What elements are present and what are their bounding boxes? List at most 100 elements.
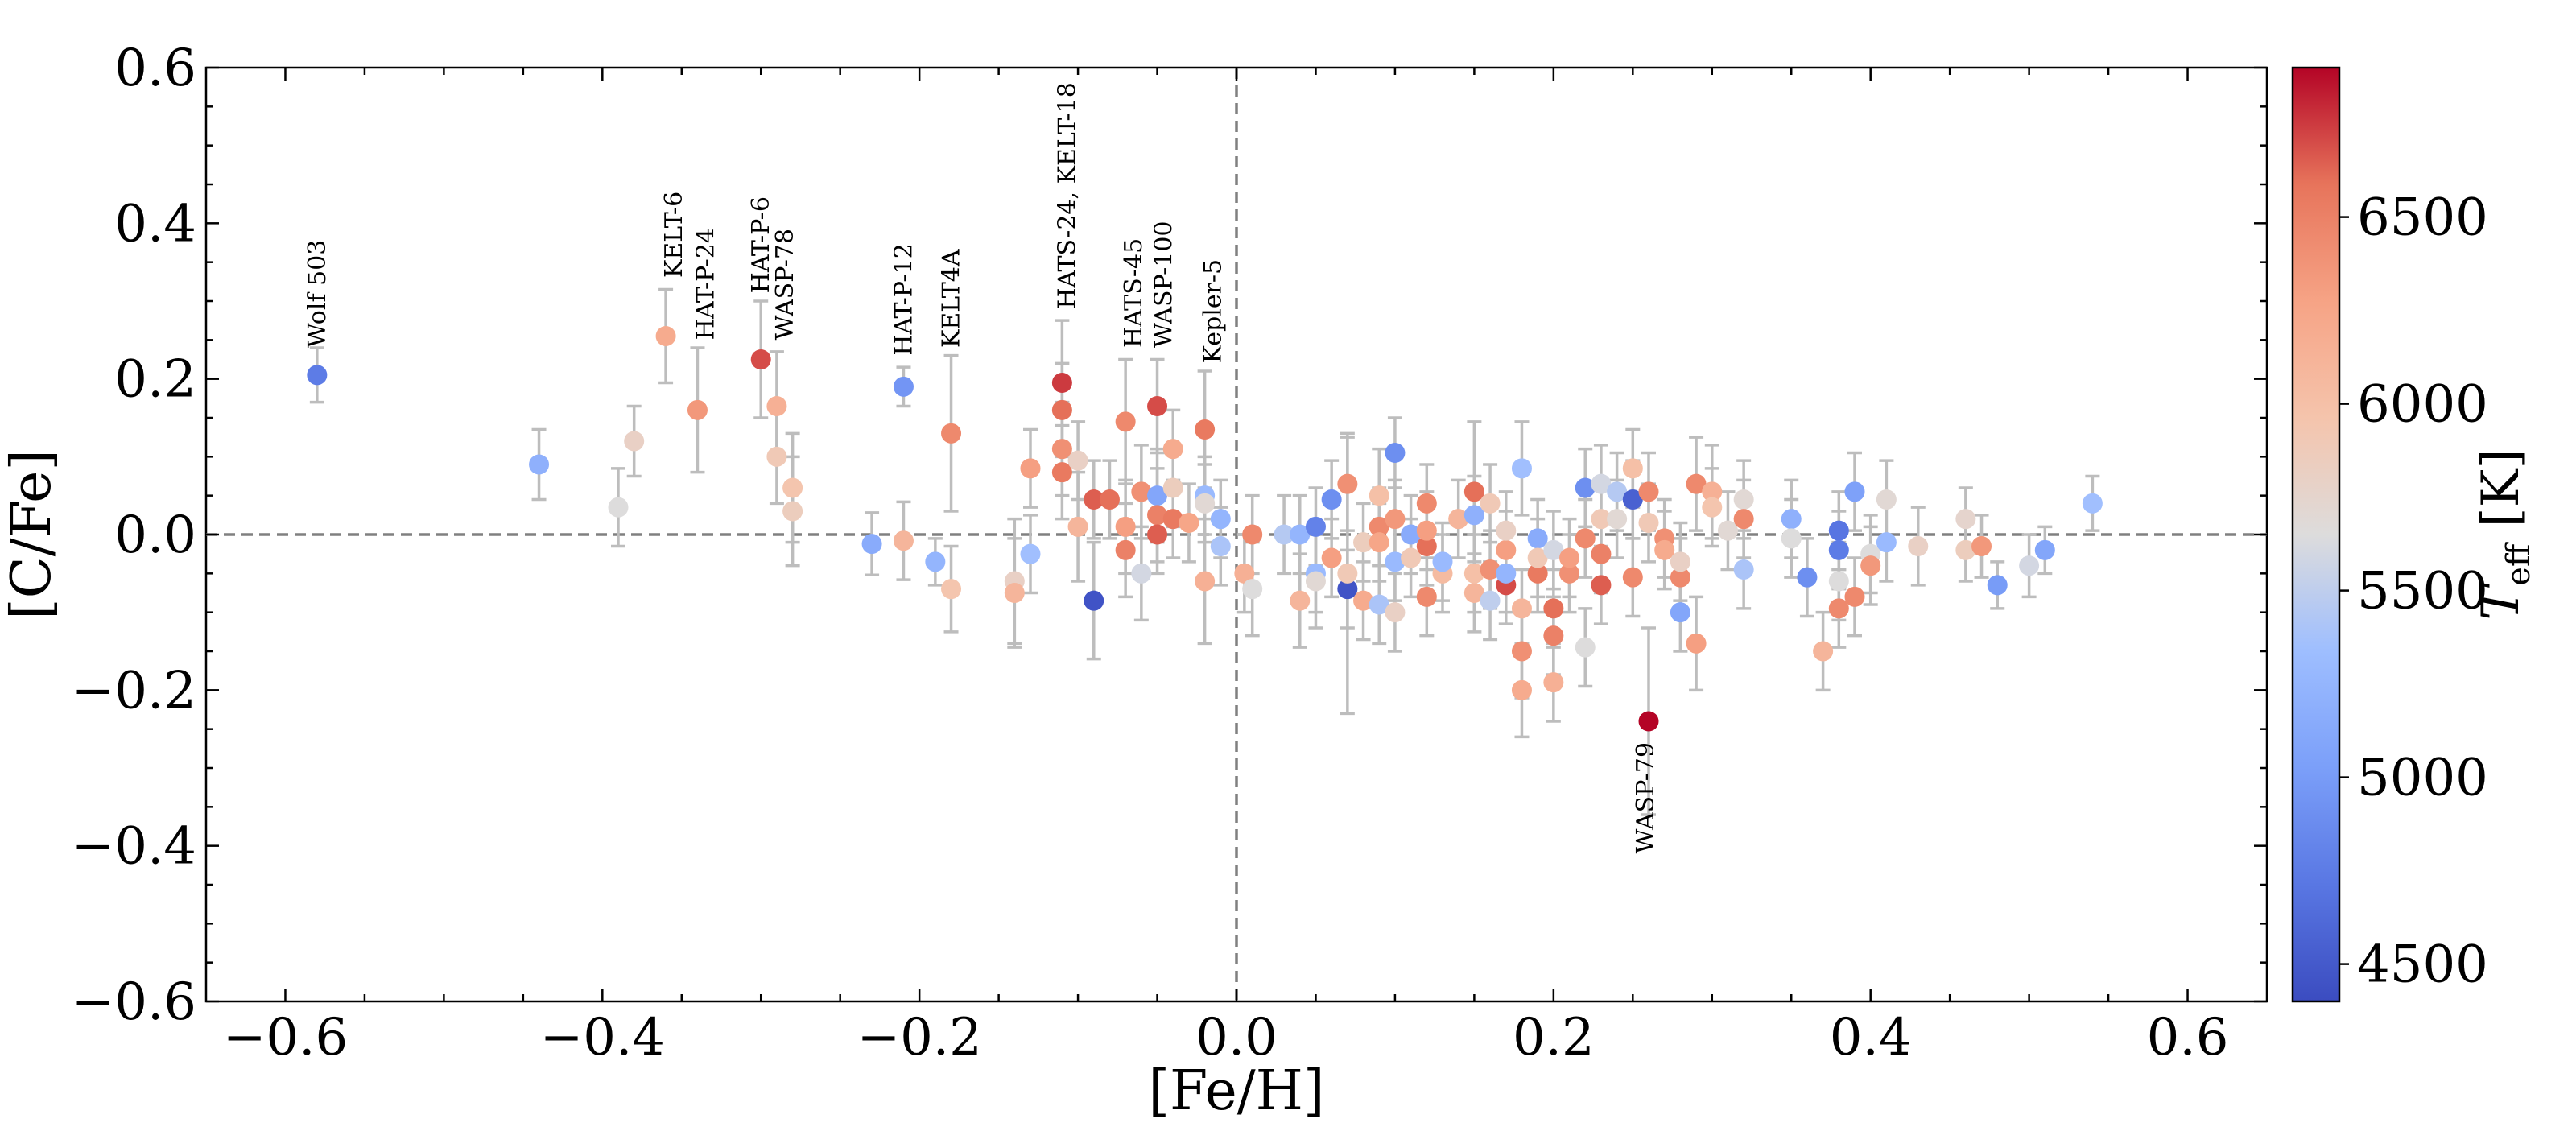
data-point bbox=[1385, 509, 1406, 530]
data-point bbox=[1115, 516, 1136, 537]
data-point bbox=[1368, 485, 1389, 506]
colorbar-tick-label: 6000 bbox=[2357, 375, 2488, 435]
x-tick-label: 0.2 bbox=[1513, 1008, 1595, 1067]
star-label: WASP-100 bbox=[1150, 221, 1178, 349]
data-point bbox=[1828, 598, 1849, 619]
data-point bbox=[1290, 524, 1311, 545]
colorbar-label-sub: eff bbox=[2500, 542, 2537, 586]
data-point bbox=[1559, 547, 1580, 568]
data-point bbox=[1115, 539, 1136, 560]
data-point bbox=[1162, 477, 1183, 498]
data-point bbox=[1670, 567, 1690, 588]
data-point bbox=[1733, 509, 1754, 530]
data-point bbox=[1131, 481, 1152, 502]
data-point bbox=[1702, 481, 1723, 502]
data-point bbox=[1337, 563, 1358, 584]
data-point bbox=[608, 497, 629, 518]
data-point bbox=[1368, 532, 1389, 553]
data-point bbox=[1321, 489, 1342, 510]
data-point bbox=[1179, 513, 1199, 533]
data-point bbox=[1844, 481, 1865, 502]
colorbar-tick-label: 4500 bbox=[2357, 935, 2488, 995]
data-point bbox=[1511, 679, 1532, 700]
data-point bbox=[1527, 563, 1548, 584]
x-axis-label: [Fe/H] bbox=[1149, 1059, 1325, 1123]
y-tick-label: −0.4 bbox=[72, 817, 196, 877]
data-point bbox=[1099, 489, 1120, 510]
star-label: WASP-78 bbox=[771, 229, 799, 340]
y-tick-label: 0.4 bbox=[114, 194, 196, 254]
data-point bbox=[1305, 571, 1326, 592]
data-point bbox=[750, 349, 771, 369]
data-point bbox=[1385, 443, 1406, 463]
data-point bbox=[1480, 559, 1501, 580]
data-point bbox=[861, 534, 882, 555]
axis-ticks bbox=[206, 66, 2267, 1003]
data-point bbox=[1353, 532, 1374, 553]
data-point bbox=[1242, 524, 1263, 545]
data-point bbox=[1813, 641, 1834, 662]
data-point bbox=[1876, 532, 1897, 553]
data-point bbox=[1162, 509, 1183, 530]
data-point bbox=[1496, 539, 1517, 560]
y-tick-label: 0.2 bbox=[114, 350, 196, 410]
data-point bbox=[1084, 489, 1104, 510]
data-point bbox=[1210, 509, 1231, 530]
data-point bbox=[1591, 509, 1612, 530]
data-point bbox=[1004, 583, 1025, 603]
y-tick-label: 0.6 bbox=[114, 39, 196, 98]
star-label: HATS-45 bbox=[1120, 238, 1148, 348]
data-point bbox=[1622, 489, 1643, 510]
x-tick-labels: −0.6 −0.4 −0.2 0.0 0.2 0.4 0.6 bbox=[223, 1008, 2229, 1067]
data-point bbox=[1067, 450, 1088, 471]
data-point bbox=[1654, 539, 1675, 560]
data-point bbox=[2034, 539, 2055, 560]
star-label: KELT4A bbox=[938, 249, 966, 348]
data-point bbox=[687, 399, 708, 420]
data-point bbox=[1463, 505, 1484, 526]
data-point bbox=[925, 551, 946, 572]
colorbar-tick-label: 6500 bbox=[2357, 188, 2488, 248]
data-point bbox=[1575, 528, 1596, 549]
data-point bbox=[1511, 641, 1532, 662]
data-point bbox=[1305, 516, 1326, 537]
data-point bbox=[1591, 575, 1612, 596]
data-point bbox=[1463, 481, 1484, 502]
data-point bbox=[1828, 520, 1849, 541]
data-point bbox=[1480, 493, 1501, 514]
star-label: HAT-P-24 bbox=[691, 228, 720, 340]
data-point bbox=[1622, 567, 1643, 588]
data-points bbox=[307, 326, 2103, 732]
data-point bbox=[1622, 458, 1643, 479]
colorbar-label: Teff [K] bbox=[2471, 449, 2537, 621]
data-point bbox=[893, 376, 914, 397]
y-tick-labels: 0.6 0.4 0.2 0.0 −0.2 −0.4 −0.6 bbox=[72, 39, 196, 1032]
colorbar-label-main: T bbox=[2471, 582, 2531, 620]
data-point bbox=[1543, 598, 1564, 619]
data-point bbox=[1147, 396, 1168, 416]
data-point bbox=[1401, 547, 1422, 568]
data-point bbox=[1131, 563, 1152, 584]
data-point bbox=[1242, 579, 1263, 600]
data-point bbox=[1607, 481, 1628, 502]
data-point bbox=[1416, 520, 1437, 541]
data-point bbox=[1195, 571, 1216, 592]
data-point bbox=[1368, 516, 1389, 537]
data-point bbox=[1876, 489, 1897, 510]
data-point bbox=[1717, 520, 1738, 541]
data-point bbox=[1828, 571, 1849, 592]
star-label: HAT-P-12 bbox=[890, 243, 918, 355]
data-point bbox=[1353, 590, 1374, 611]
star-label: KELT-6 bbox=[660, 192, 688, 278]
data-point bbox=[1781, 509, 1802, 530]
data-point bbox=[1234, 563, 1255, 584]
data-point bbox=[1575, 477, 1596, 498]
y-tick-label: −0.6 bbox=[72, 972, 196, 1032]
data-point bbox=[1591, 473, 1612, 494]
data-point bbox=[1527, 528, 1548, 549]
data-point bbox=[1638, 711, 1659, 732]
y-axis-label: [C/Fe] bbox=[0, 449, 64, 620]
data-point bbox=[1591, 543, 1612, 564]
